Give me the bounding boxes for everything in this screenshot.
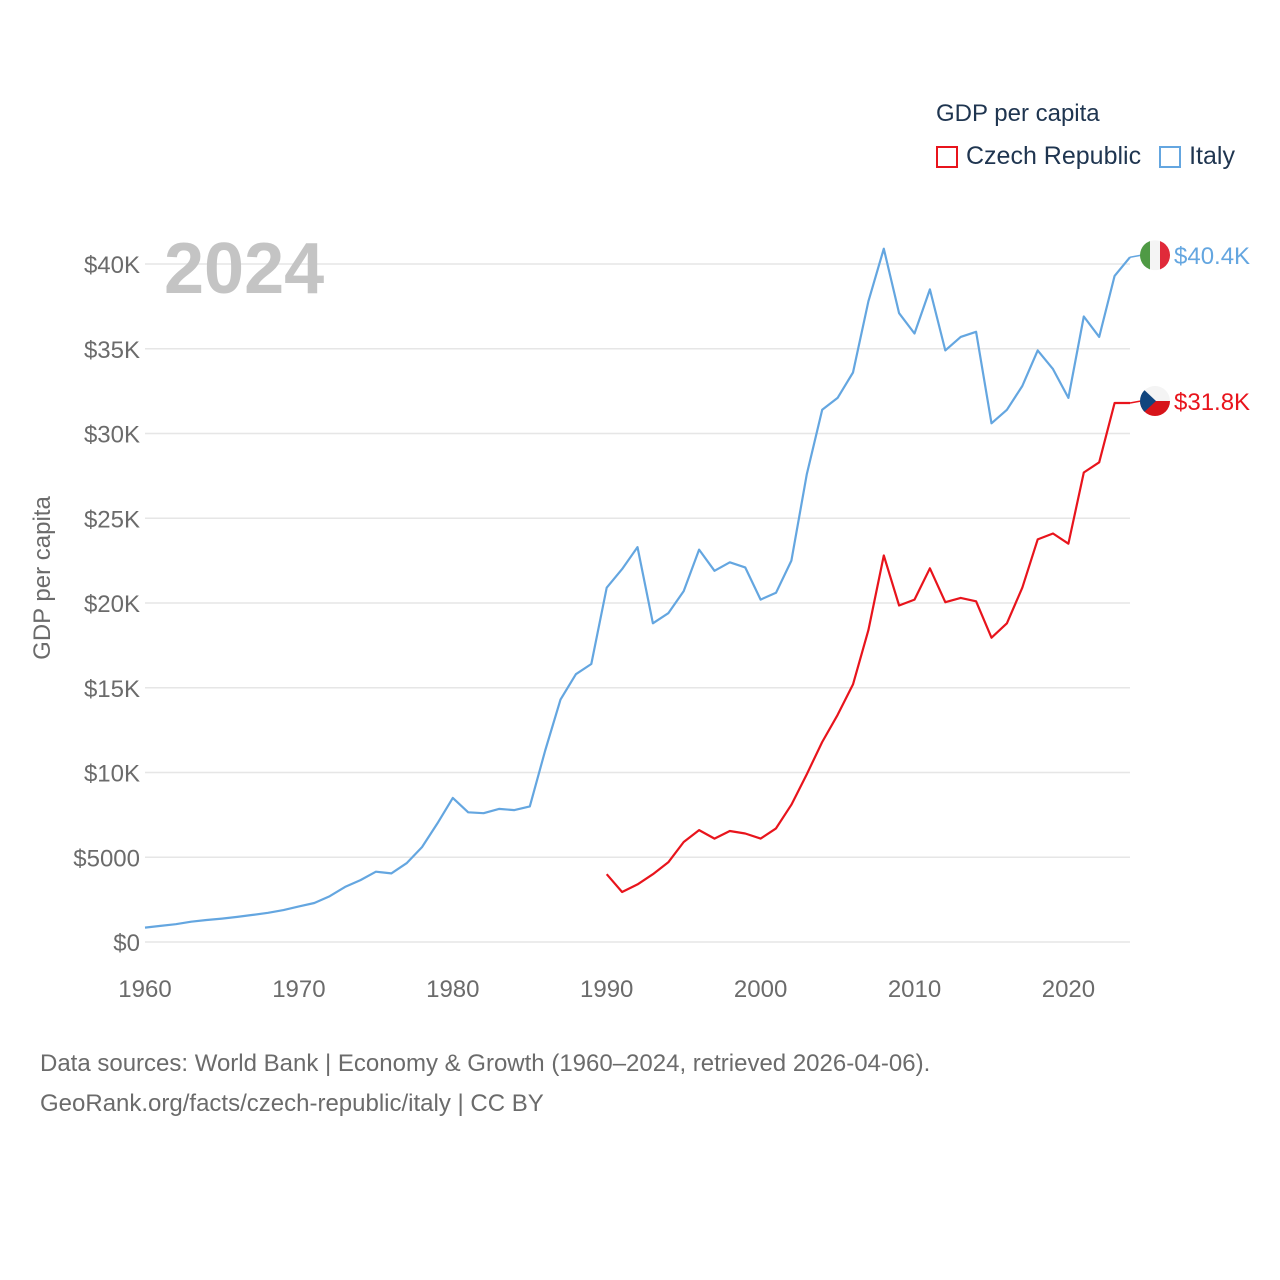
x-tick-label: 1990: [580, 976, 633, 1003]
legend-label-czech-republic: Czech Republic: [966, 142, 1142, 170]
legend-label-italy: Italy: [1189, 142, 1235, 170]
legend-swatch-italy: [1159, 145, 1182, 168]
y-tick-label: $40K: [84, 252, 140, 279]
czech-flag-icon: [1140, 385, 1170, 416]
end-value-label-italy: $40.4K: [1174, 243, 1250, 270]
x-tick-label: 1980: [426, 976, 479, 1003]
italy-flag-icon: [1140, 240, 1170, 271]
end-connector-czech-republic: [1129, 400, 1142, 404]
end-value-label-czech-republic: $31.8K: [1174, 389, 1250, 416]
y-tick-label: $20K: [84, 591, 140, 618]
y-axis-title: GDP per capita: [29, 496, 56, 660]
x-tick-label: 1970: [272, 976, 325, 1003]
x-tick-label: 1960: [118, 976, 171, 1003]
legend-title: GDP per capita: [936, 100, 1100, 127]
series-line-czech-republic: [605, 401, 1130, 894]
y-tick-label: $30K: [84, 422, 140, 449]
x-tick-label: 2010: [888, 976, 941, 1003]
legend-item-italy[interactable]: Italy: [1159, 142, 1235, 171]
y-tick-label: $25K: [84, 506, 140, 533]
y-tick-label: $10K: [84, 761, 140, 788]
credit-link[interactable]: GeoRank.org/facts/czech-republic/italy |…: [40, 1090, 544, 1117]
year-label: 2024: [164, 229, 325, 309]
y-tick-label: $35K: [84, 337, 140, 364]
x-tick-label: 2020: [1042, 976, 1095, 1003]
legend-item-czech-republic[interactable]: Czech Republic: [936, 142, 1141, 171]
y-tick-label: $5000: [73, 845, 140, 872]
y-tick-label: $0: [113, 930, 140, 957]
series-line-italy: [144, 247, 1131, 929]
y-tick-label: $15K: [84, 676, 140, 703]
footer: Data sources: World Bank | Economy & Gro…: [40, 1044, 930, 1124]
legend-swatch-czech-republic: [936, 145, 958, 168]
legend: Czech Republic Italy: [936, 142, 1253, 171]
x-tick-label: 2000: [734, 976, 787, 1003]
end-connector-italy: [1129, 254, 1142, 258]
data-sources-text: Data sources: World Bank | Economy & Gro…: [40, 1050, 931, 1077]
